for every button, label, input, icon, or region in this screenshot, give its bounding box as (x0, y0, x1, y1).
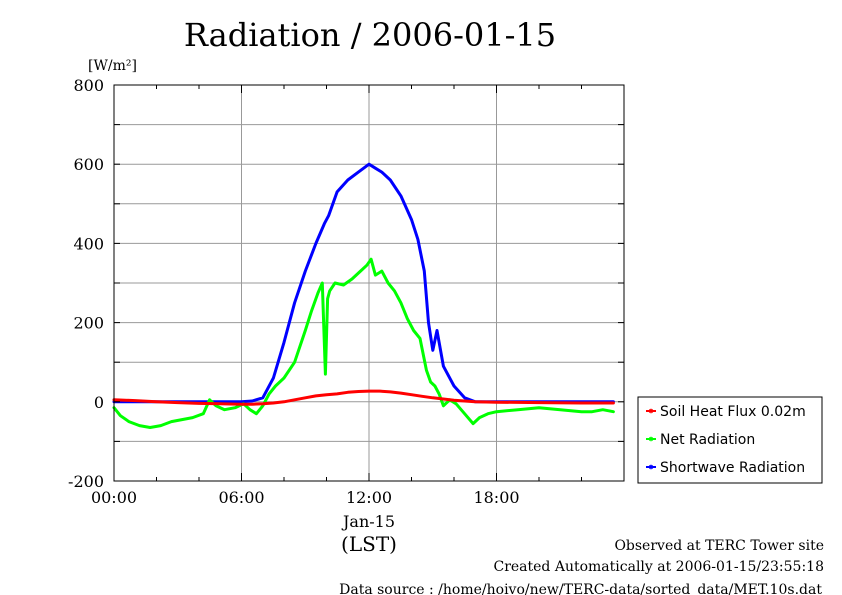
legend-box (637, 396, 823, 484)
x-tick-label: 18:00 (473, 488, 519, 507)
y-axis: -200 0 200 400 600 800 (68, 76, 624, 491)
grid-lines (114, 85, 624, 481)
x-tick-label: 12:00 (346, 488, 392, 507)
y-tick-label: 200 (73, 314, 104, 333)
x-axis-date-label: Jan-15 (341, 512, 395, 531)
y-tick-label: 0 (94, 393, 104, 412)
series-line-net-radiation (112, 257, 615, 429)
chart-title: Radiation / 2006-01-15 (184, 16, 556, 54)
y-tick-label: 600 (73, 155, 104, 174)
y-tick-label: 400 (73, 234, 104, 253)
legend-label: Soil Heat Flux 0.02m (660, 404, 806, 420)
series-lines (112, 162, 615, 429)
legend: Soil Heat Flux 0.02m Net Radiation Shortwa… (637, 396, 823, 484)
footer-observed-site: Observed at TERC Tower site (614, 538, 824, 554)
series-line-shortwave-radiation (112, 162, 615, 404)
series-line-soil-heat-flux-0-02m (112, 389, 615, 406)
x-tick-label: 00:00 (91, 488, 137, 507)
y-axis-unit-label: [W/m²] (88, 58, 137, 74)
y-tick-label: -200 (68, 472, 104, 491)
y-tick-label: 800 (73, 76, 104, 95)
legend-label: Net Radiation (660, 432, 755, 448)
x-axis-label: (LST) (341, 532, 397, 556)
legend-marker (648, 464, 654, 470)
footer-data-source: Data source : /home/hoivo/new/TERC-data/… (339, 582, 822, 595)
legend-marker (648, 408, 654, 414)
footer-created-timestamp: Created Automatically at 2006-01-15/23:5… (493, 559, 824, 575)
x-tick-label: 06:00 (218, 488, 264, 507)
legend-label: Shortwave Radiation (660, 460, 805, 476)
x-axis: 00:00 06:00 12:00 18:00 (91, 85, 625, 507)
legend-marker (648, 436, 654, 442)
